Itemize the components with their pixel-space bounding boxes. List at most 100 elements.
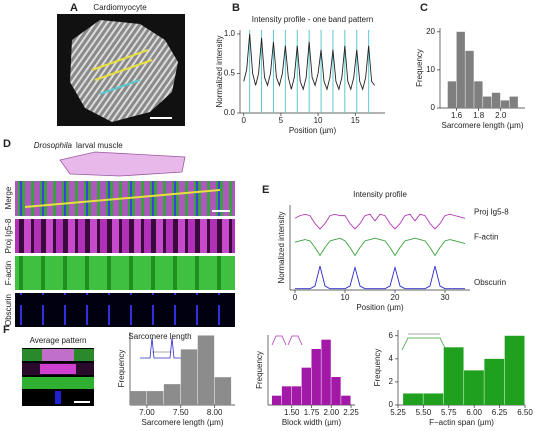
bar [483, 96, 492, 108]
y-tick-label: 2 [389, 377, 394, 386]
image-title: Average pattern [30, 336, 87, 345]
x-tick-label: 5.75 [441, 408, 457, 417]
bar [474, 81, 483, 108]
bar [403, 393, 423, 405]
panel-letter: A [70, 2, 78, 14]
line [294, 213, 466, 230]
x-tick-label: 2.0 [495, 111, 507, 120]
trace [91, 49, 149, 71]
x-axis-title: Sarcomere length (µm) [142, 418, 224, 427]
ig-image [15, 219, 235, 253]
inset-profile [401, 337, 447, 351]
average-band [42, 349, 74, 361]
panel-letter: F [3, 324, 10, 336]
y-axis-title: Frequency [117, 350, 126, 388]
cell [70, 20, 178, 122]
y-tick-label: 0 [431, 103, 436, 112]
x-tick-label: 5.25 [390, 408, 406, 417]
x-tick-label: 5 [279, 116, 284, 125]
bar [465, 50, 474, 108]
x-axis-title: Sarcomere length (µm) [442, 121, 524, 130]
x-axis-title: Position (µm) [356, 303, 404, 312]
actin-image [15, 256, 235, 290]
inset-label: Sarcomere length [128, 332, 191, 341]
y-axis-title: Normalized intensity [215, 35, 224, 107]
legend-label: Obscurin [474, 278, 506, 287]
inset-profile [140, 337, 182, 359]
x-tick-label: 1.75 [304, 408, 320, 417]
y-tick-label: 20 [426, 27, 435, 36]
trace [24, 189, 221, 208]
bar [500, 100, 510, 108]
average-band [55, 391, 61, 404]
bar [456, 31, 465, 108]
average-band [22, 377, 94, 389]
bar [491, 92, 501, 108]
bar [504, 335, 525, 405]
y-tick-label: 0.0 [224, 108, 236, 117]
inset-profile [271, 335, 303, 346]
bar [484, 358, 505, 405]
x-tick-label: 2.25 [343, 408, 359, 417]
y-axis-title: Frequency [373, 349, 382, 387]
bar [423, 393, 444, 405]
x-tick-label: 6.25 [492, 408, 508, 417]
x-tick-label: 6.00 [466, 408, 482, 417]
y-tick-label: 10 [426, 65, 435, 74]
y-axis-title: Frequency [415, 49, 424, 87]
bar [311, 349, 321, 405]
chart-title: Intensity profile [353, 190, 407, 199]
bar [321, 339, 331, 405]
legend-label: F-actin [474, 233, 498, 242]
bar [464, 370, 484, 405]
panel-letter: B [232, 2, 240, 14]
bar [146, 391, 164, 405]
bar [163, 384, 181, 405]
x-tick-label: 15 [351, 116, 360, 125]
y-tick-label: 0 [389, 400, 394, 409]
y-tick-label: 0.5 [224, 69, 236, 78]
average-band [40, 364, 76, 374]
bar [443, 347, 464, 405]
image-title: Cardiomyocyte [93, 3, 147, 12]
chart-title: Intensity profile - one band pattern [252, 15, 373, 24]
x-axis-title: Position (µm) [289, 126, 337, 135]
bar [509, 96, 518, 108]
x-tick-label: 7.50 [173, 408, 189, 417]
y-axis-title: Normalized intensity [277, 211, 286, 283]
panel-letter: D [3, 138, 11, 150]
x-tick-label: 7.00 [139, 408, 155, 417]
x-tick-label: 1.8 [473, 111, 485, 120]
x-tick-label: 1.6 [451, 111, 463, 120]
bar [341, 395, 351, 405]
bar [271, 395, 282, 405]
x-axis-title: F−actin span (µm) [429, 418, 494, 427]
panel-letter: E [262, 184, 269, 196]
channel-label: Obscurin [4, 294, 13, 326]
x-tick-label: 10 [341, 293, 350, 302]
channel-label: Merge [4, 186, 13, 209]
channel-label: Proj Ig5-8 [4, 218, 13, 253]
bar [214, 377, 232, 405]
bar [447, 81, 457, 108]
species: Drosophila [34, 141, 73, 150]
bar [301, 367, 311, 405]
bar [180, 349, 198, 405]
x-tick-label: 2.00 [323, 408, 339, 417]
x-tick-label: 30 [441, 293, 450, 302]
x-tick-label: 6.50 [517, 408, 533, 417]
trace [94, 59, 153, 81]
bar [197, 335, 215, 405]
image-title: larval muscle [76, 141, 123, 150]
x-tick-label: 8.00 [207, 408, 223, 417]
y-tick-label: 6 [389, 331, 394, 340]
x-tick-label: 5.50 [416, 408, 432, 417]
x-tick-label: 20 [391, 293, 400, 302]
x-tick-label: 0 [241, 116, 246, 125]
x-tick-label: 10 [314, 116, 323, 125]
bar [130, 391, 147, 405]
line [294, 237, 466, 257]
bar [291, 386, 302, 405]
y-tick-label: 1.0 [224, 29, 236, 38]
